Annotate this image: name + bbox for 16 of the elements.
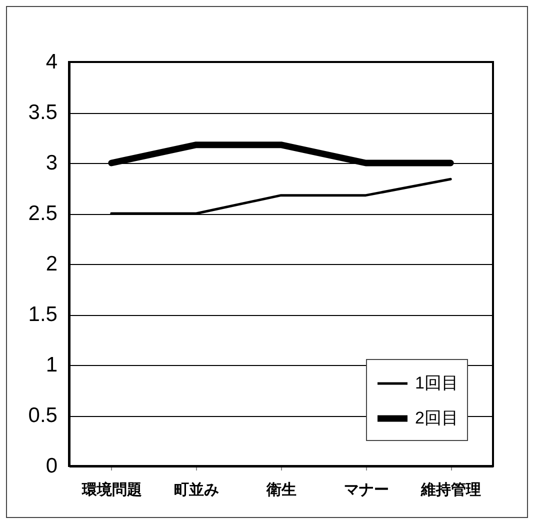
y-tick-label: 2: [46, 252, 58, 276]
y-tick-label: 1: [46, 354, 58, 376]
y-tick-label: 1.5: [28, 303, 58, 326]
legend-label: 2回目: [415, 408, 458, 428]
y-tick-label: 0: [46, 454, 58, 478]
y-tick-label: 0.5: [28, 404, 58, 427]
x-tick-label: 町並み: [174, 482, 220, 498]
y-tick-label: 3: [46, 152, 58, 174]
y-tick-label: 4: [46, 50, 58, 74]
legend-label: 1回目: [415, 374, 458, 392]
x-tick-label: 衛生: [266, 482, 296, 498]
x-tick-label: 環境問題: [80, 480, 142, 498]
y-tick-label: 3.5: [28, 101, 58, 124]
x-tick-label: マナー: [344, 482, 389, 498]
y-tick-label: 2.5: [28, 202, 58, 225]
x-tick-label: 維持管理: [420, 482, 482, 498]
